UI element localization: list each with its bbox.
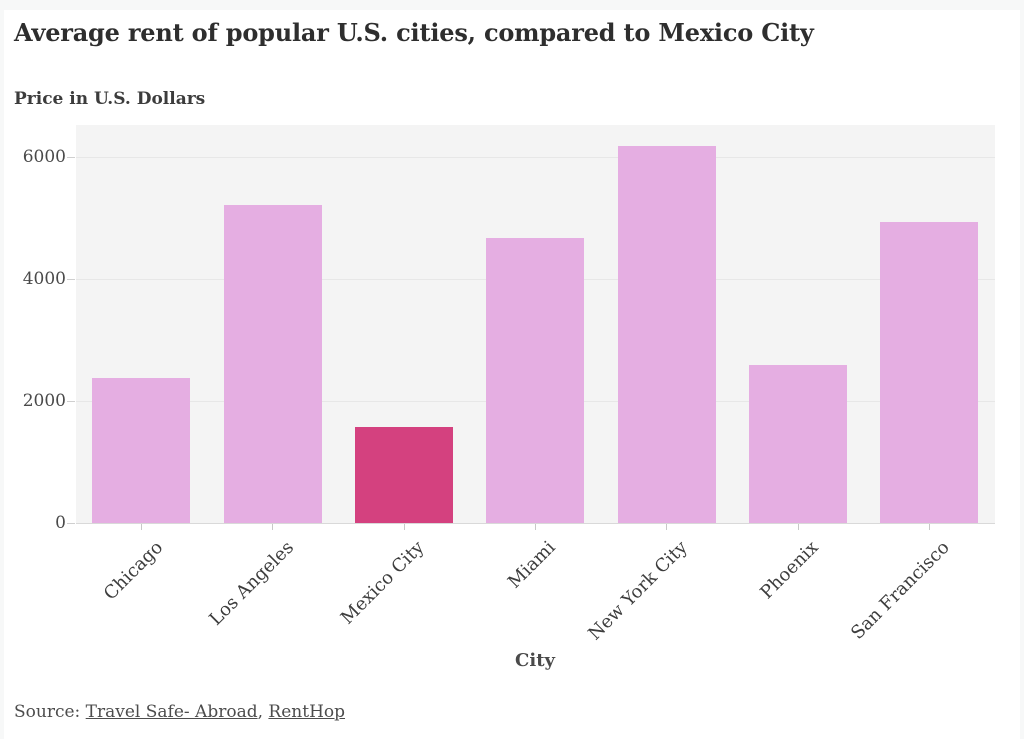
bar-miami[interactable] [486, 238, 584, 523]
x-tick-label-mexico-city: Mexico City [337, 537, 429, 629]
y-tickmark-4000 [67, 279, 75, 280]
source-line: Source: Travel Safe- Abroad, RentHop [14, 702, 345, 722]
y-axis-title: Price in U.S. Dollars [14, 89, 206, 109]
x-tick-label-chicago: Chicago [99, 537, 167, 605]
y-tick-label-4000: 4000 [22, 269, 66, 289]
source-link-travel-safe-abroad[interactable]: Travel Safe- Abroad [85, 702, 258, 722]
x-tickmark-new-york-city [666, 524, 667, 530]
source-separator: , [257, 702, 264, 722]
plot-area [76, 125, 995, 524]
bar-new-york-city[interactable] [618, 146, 716, 523]
y-tick-label-0: 0 [55, 513, 66, 533]
bar-mexico-city[interactable] [355, 427, 453, 523]
x-tick-label-phoenix: Phoenix [756, 537, 823, 604]
x-tick-label-los-angeles: Los Angeles [205, 537, 298, 630]
x-tickmark-los-angeles [272, 524, 273, 530]
bar-chicago[interactable] [92, 378, 190, 523]
y-tickmark-0 [67, 523, 75, 524]
chart-title: Average rent of popular U.S. cities, com… [14, 18, 814, 47]
bar-phoenix[interactable] [749, 365, 847, 523]
x-tickmark-phoenix [798, 524, 799, 530]
chart-card: Average rent of popular U.S. cities, com… [4, 10, 1020, 739]
y-tickmark-2000 [67, 401, 75, 402]
x-tick-label-miami: Miami [504, 537, 560, 593]
gridline-6000 [76, 157, 995, 158]
x-tick-label-new-york-city: New York City [584, 537, 692, 645]
source-link-renthop[interactable]: RentHop [268, 702, 346, 722]
x-tickmark-mexico-city [404, 524, 405, 530]
x-tickmark-miami [535, 524, 536, 530]
x-tick-label-san-francisco: San Francisco [847, 537, 954, 644]
x-axis-title: City [515, 650, 555, 671]
y-axis: 0 2000 4000 6000 [4, 125, 75, 533]
x-tickmark-chicago [141, 524, 142, 530]
bar-san-francisco[interactable] [880, 222, 978, 523]
bar-los-angeles[interactable] [224, 205, 322, 523]
x-tickmark-san-francisco [929, 524, 930, 530]
y-tickmark-6000 [67, 157, 75, 158]
y-tick-label-2000: 2000 [22, 391, 66, 411]
source-prefix: Source: [14, 702, 81, 722]
y-tick-label-6000: 6000 [22, 147, 66, 167]
x-axis: Chicago Los Angeles Mexico City Miami New Yo… [76, 523, 995, 698]
